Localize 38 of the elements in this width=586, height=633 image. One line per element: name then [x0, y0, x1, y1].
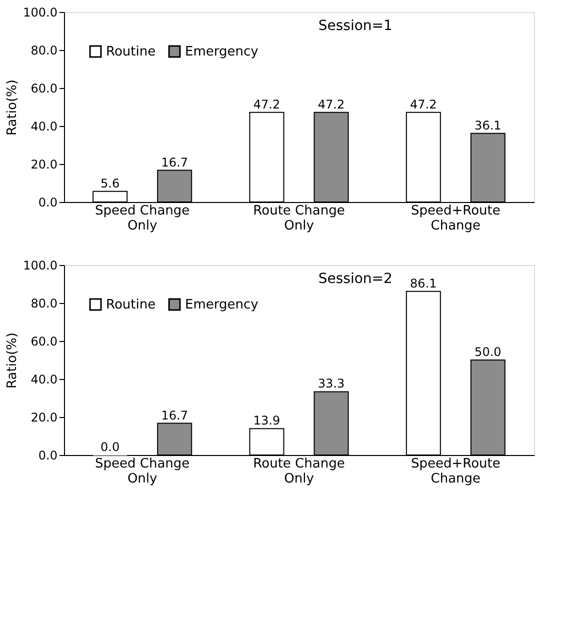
legend-label: Routine: [106, 298, 156, 313]
x-tick-label: Speed Change Only: [95, 204, 190, 234]
data-label: 16.7: [161, 155, 188, 170]
data-label: 50.0: [474, 345, 502, 359]
data-label: 36.1: [474, 118, 502, 132]
data-label: 33.3: [318, 376, 345, 391]
x-tick-label: Speed+Route Change: [410, 204, 500, 234]
x-tick-label: Route Change Only: [253, 204, 345, 234]
legend-label: Emergency: [185, 298, 259, 313]
y-tick-label: 100.0: [23, 258, 58, 272]
y-axis-title: Ratio(%): [5, 332, 20, 388]
y-axis-title: Ratio(%): [5, 80, 20, 136]
y-tick-label: 80.0: [30, 44, 58, 58]
y-tick-label: 40.0: [30, 120, 58, 134]
x-tick-label: Speed Change Only: [95, 456, 190, 486]
x-tick-label: Speed+Route Change: [410, 456, 500, 486]
y-tick-label: 0.0: [38, 448, 58, 462]
chart-title: Session=1: [318, 18, 392, 34]
data-label: 86.1: [410, 276, 437, 290]
y-tick-label: 0.0: [38, 196, 58, 210]
data-label: 16.7: [161, 408, 188, 422]
chart-title: Session=2: [318, 271, 392, 287]
y-tick-label: 20.0: [30, 158, 58, 172]
x-tick-label: Route Change Only: [253, 456, 345, 486]
data-label: 47.2: [253, 97, 280, 112]
y-tick-label: 20.0: [30, 410, 58, 424]
data-label: 47.2: [318, 97, 345, 112]
y-tick-label: 60.0: [30, 334, 58, 348]
legend-label: Routine: [106, 44, 156, 60]
data-label: 0.0: [100, 440, 120, 454]
data-label: 5.6: [100, 176, 120, 190]
y-tick-label: 80.0: [30, 296, 58, 310]
data-label: 13.9: [253, 414, 280, 428]
y-tick-label: 40.0: [30, 372, 58, 386]
legend-label: Emergency: [185, 44, 259, 60]
y-tick-label: 100.0: [23, 6, 58, 20]
data-label: 47.2: [410, 97, 437, 112]
y-tick-label: 60.0: [30, 82, 58, 96]
